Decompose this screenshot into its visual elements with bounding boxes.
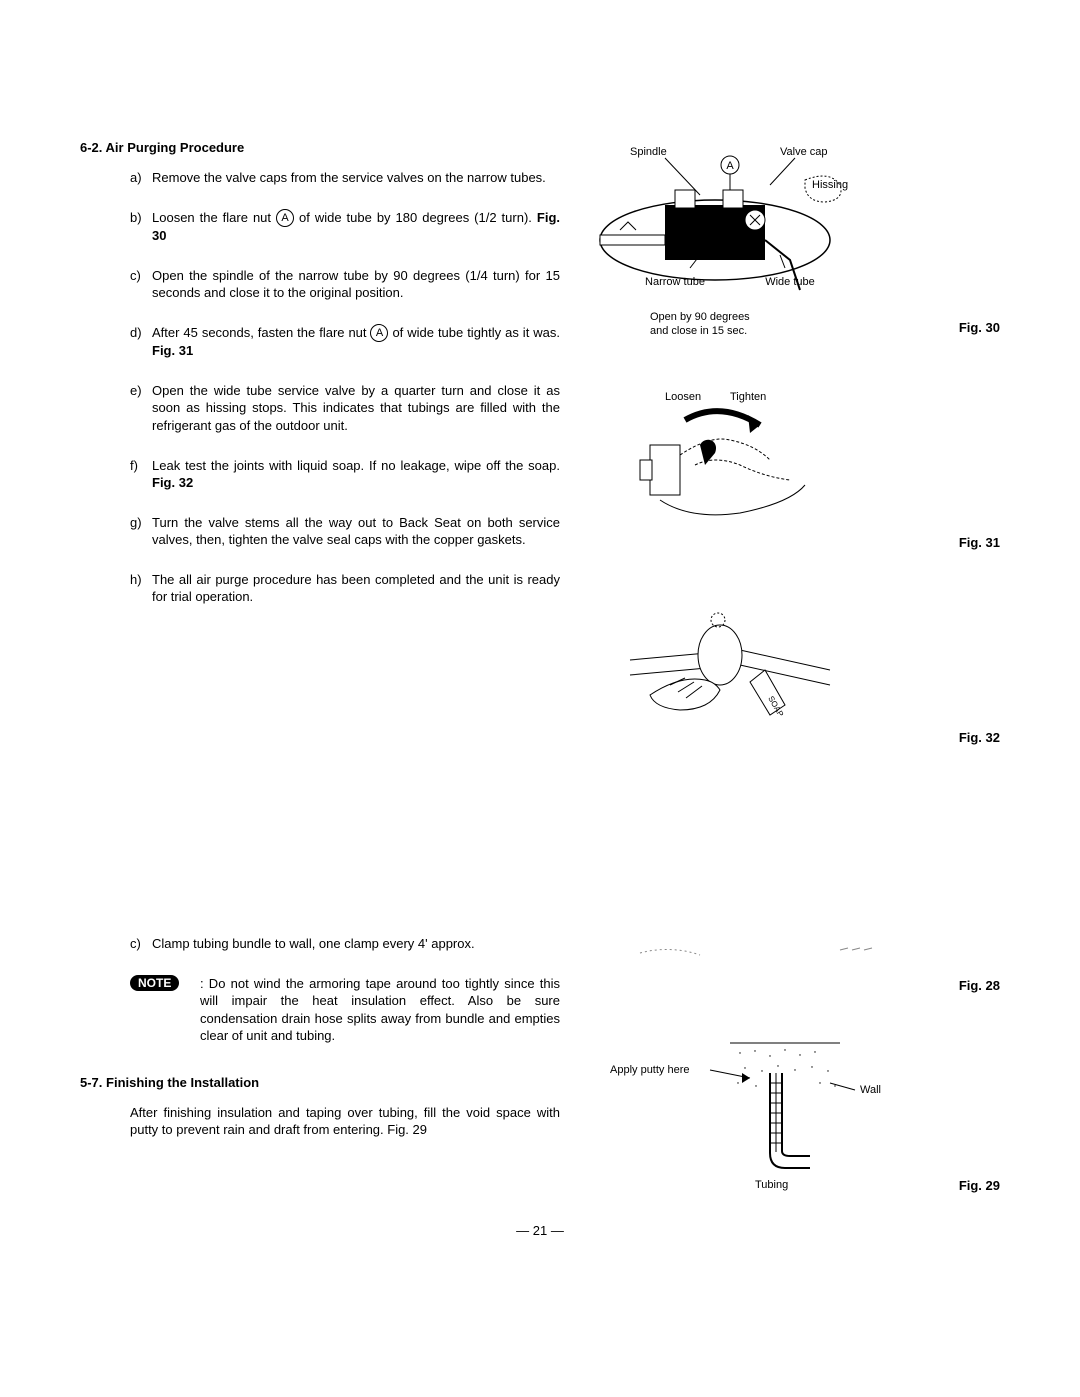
- item-marker: e): [130, 382, 152, 435]
- item-marker: g): [130, 514, 152, 549]
- item-marker: c): [130, 267, 152, 302]
- item-marker: h): [130, 571, 152, 606]
- list-item: f) Leak test the joints with liquid soap…: [130, 457, 560, 492]
- a-label: A: [726, 160, 734, 172]
- spindle-label: Spindle: [630, 146, 667, 158]
- text: Leak test the joints with liquid soap. I…: [152, 458, 560, 473]
- item-body: The all air purge procedure has been com…: [152, 571, 560, 606]
- list-item: c) Clamp tubing bundle to wall, one clam…: [80, 935, 560, 953]
- item-body: Remove the valve caps from the service v…: [152, 169, 560, 187]
- valvecap-label: Valve cap: [780, 146, 828, 158]
- list-item: e) Open the wide tube service valve by a…: [130, 382, 560, 435]
- text: of wide tube tightly as it was.: [392, 325, 560, 340]
- hiss-label: Hissing: [812, 179, 848, 191]
- procedure-list: a) Remove the valve caps from the servic…: [80, 169, 560, 606]
- list-item: b) Loosen the flare nut A of wide tube b…: [130, 209, 560, 245]
- circle-a-icon: A: [276, 209, 294, 227]
- fig31-label: Fig. 31: [580, 535, 1000, 550]
- item-body: Open the wide tube service valve by a qu…: [152, 382, 560, 435]
- fig31-svg: Loosen Tighten: [610, 385, 870, 535]
- wide-label: Wide tube: [765, 276, 815, 288]
- fig30-svg: Spindle Valve cap A Hissing: [580, 140, 990, 340]
- item-body: After 45 seconds, fasten the flare nut A…: [152, 324, 560, 360]
- figure-31: Loosen Tighten Fig. 31: [580, 385, 1000, 550]
- list-item: g) Turn the valve stems all the way out …: [130, 514, 560, 549]
- list-item: c) Open the spindle of the narrow tube b…: [130, 267, 560, 302]
- text: of wide tube by 180 degrees (1/2 turn).: [299, 210, 537, 225]
- note-text: : Do not wind the armoring tape around t…: [200, 975, 560, 1045]
- note-row: NOTE : Do not wind the armoring tape aro…: [80, 975, 560, 1045]
- apply-label: Apply putty here: [610, 1064, 690, 1076]
- item-body: Clamp tubing bundle to wall, one clamp e…: [152, 935, 560, 953]
- section-5-7-heading: 5-7. Finishing the Installation: [80, 1075, 560, 1090]
- list-item: d) After 45 seconds, fasten the flare nu…: [130, 324, 560, 360]
- list-item: a) Remove the valve caps from the servic…: [130, 169, 560, 187]
- item-body: Loosen the flare nut A of wide tube by 1…: [152, 209, 560, 245]
- item-body: Open the spindle of the narrow tube by 9…: [152, 267, 560, 302]
- item-body: Leak test the joints with liquid soap. I…: [152, 457, 560, 492]
- tighten-label: Tighten: [730, 391, 766, 403]
- fig-ref: Fig. 32: [152, 475, 193, 490]
- list-item: h) The all air purge procedure has been …: [130, 571, 560, 606]
- fig29-svg: Apply putty here: [580, 1023, 990, 1193]
- fig32-label: Fig. 32: [580, 730, 1000, 745]
- page-number: — 21 —: [80, 1223, 1000, 1238]
- fig28-label: Fig. 28: [580, 978, 1000, 993]
- item-marker: f): [130, 457, 152, 492]
- item-marker: c): [130, 935, 152, 953]
- fig-ref: Fig. 31: [152, 343, 193, 358]
- fig32-svg: SOAP: [610, 600, 870, 730]
- wall-hatch: [730, 1043, 840, 1173]
- circle-a-icon: A: [370, 324, 388, 342]
- text: After 45 seconds, fasten the flare nut: [152, 325, 370, 340]
- item-body: Turn the valve stems all the way out to …: [152, 514, 560, 549]
- tubing-label: Tubing: [755, 1179, 788, 1191]
- item-marker: b): [130, 209, 152, 245]
- fig30-label: Fig. 30: [580, 320, 1000, 335]
- figure-30: Spindle Valve cap A Hissing: [580, 140, 1000, 335]
- fig28-svg: [580, 935, 990, 975]
- section-6-2-heading: 6-2. Air Purging Procedure: [80, 140, 560, 155]
- wall-label: Wall: [860, 1084, 881, 1096]
- fig30-caption-1: Open by 90 degrees: [650, 311, 750, 323]
- loosen-label: Loosen: [665, 391, 701, 403]
- figure-32: SOAP Fig. 32: [580, 600, 1000, 745]
- narrow-label: Narrow tube: [645, 276, 705, 288]
- item-marker: a): [130, 169, 152, 187]
- section-5-7-body: After finishing insulation and taping ov…: [80, 1104, 560, 1139]
- fig30-caption-2: and close in 15 sec.: [650, 325, 747, 337]
- item-marker: d): [130, 324, 152, 360]
- note-badge: NOTE: [130, 975, 179, 991]
- text: Loosen the flare nut: [152, 210, 276, 225]
